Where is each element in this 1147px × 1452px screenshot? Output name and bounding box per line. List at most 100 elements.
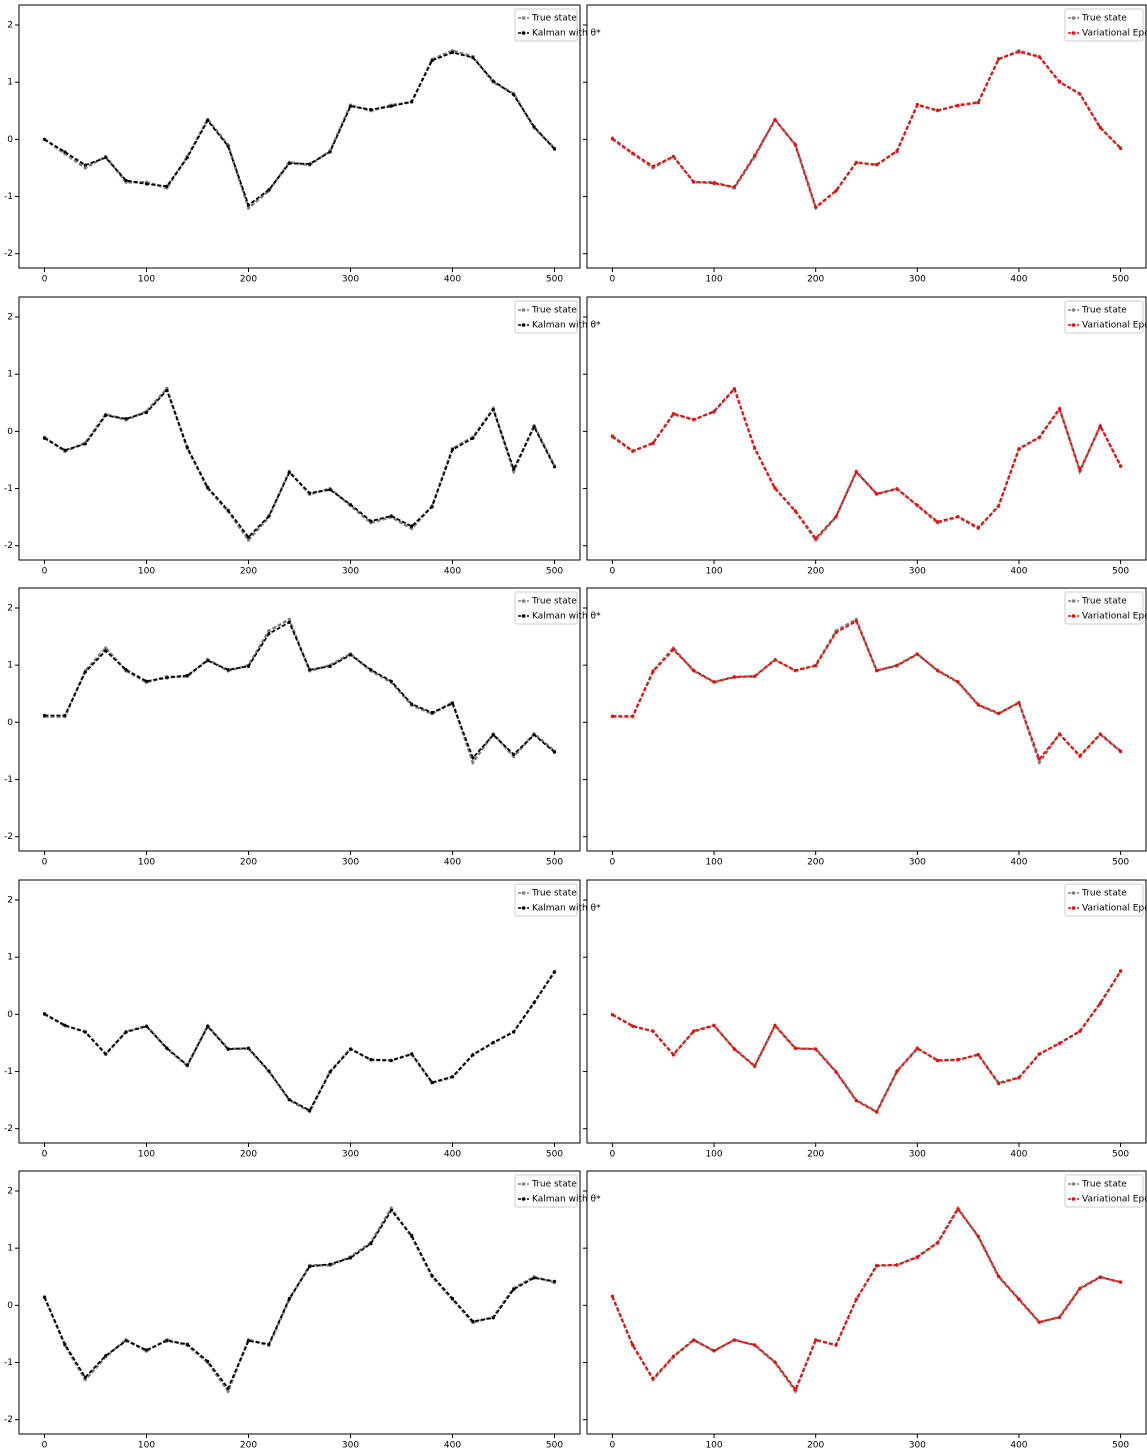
legend-label: Kalman with θ* — [532, 904, 601, 914]
axes-frame — [18, 1170, 581, 1435]
series-marker — [671, 648, 675, 652]
series-marker — [512, 469, 516, 473]
series-marker — [793, 509, 797, 513]
x-tick-label: 300 — [342, 858, 359, 868]
series-marker — [1037, 1320, 1041, 1324]
series-marker — [328, 150, 332, 154]
series-marker — [1078, 1287, 1082, 1291]
axes-frame — [586, 296, 1147, 561]
series-marker — [610, 1013, 615, 1017]
series-line — [44, 51, 556, 207]
x-tick-label: 100 — [138, 567, 155, 577]
legend-label: True state — [531, 306, 577, 316]
series-marker — [1118, 1280, 1123, 1284]
series-marker — [532, 1000, 536, 1004]
series-marker — [610, 714, 615, 718]
series-marker — [793, 1046, 797, 1050]
series-marker — [814, 1047, 818, 1051]
x-tick-label: 400 — [1010, 1150, 1027, 1160]
legend-box — [514, 883, 578, 917]
y-tick-label: -2 — [4, 832, 13, 842]
series-marker — [651, 1376, 655, 1381]
series-marker — [124, 417, 128, 421]
series-marker — [491, 1040, 495, 1044]
legend-box — [1064, 883, 1144, 917]
legend-label: True state — [531, 14, 577, 24]
series-marker — [144, 1024, 149, 1028]
series-marker — [267, 629, 271, 633]
x-tick-label: 300 — [909, 567, 926, 577]
series-marker — [512, 752, 516, 756]
series-marker — [1037, 760, 1041, 764]
series-marker — [936, 108, 940, 112]
series-marker — [206, 1024, 210, 1028]
series-marker — [631, 1024, 635, 1028]
legend-box — [1064, 300, 1144, 334]
series-marker — [83, 1378, 87, 1382]
series-marker — [610, 1294, 615, 1298]
x-tick-label: 0 — [42, 858, 48, 868]
series-marker — [814, 664, 818, 668]
series-marker — [732, 387, 736, 391]
legend-label: Kalman with θ* — [532, 1195, 601, 1205]
series-marker — [834, 1343, 838, 1347]
series-marker — [915, 1046, 919, 1050]
legend-marker — [521, 891, 526, 895]
series-marker — [875, 1264, 879, 1268]
series-marker — [165, 676, 169, 680]
legend-marker — [521, 1197, 526, 1201]
series-marker — [1017, 1076, 1021, 1080]
x-tick-label: 500 — [1112, 567, 1129, 577]
series-marker — [936, 1059, 940, 1063]
legend-marker — [521, 614, 526, 618]
series-marker — [631, 1343, 635, 1347]
series-marker — [165, 1046, 169, 1050]
legend-marker — [521, 599, 526, 603]
series-marker — [552, 465, 557, 469]
y-tick-label: -1 — [4, 192, 13, 202]
series-line — [44, 388, 556, 539]
series-marker — [552, 970, 557, 974]
series-marker — [712, 680, 716, 684]
series-marker — [671, 1053, 675, 1057]
series-marker — [267, 514, 271, 518]
series-marker — [895, 1069, 899, 1073]
y-tick-label: 0 — [7, 135, 13, 145]
legend-marker — [1071, 614, 1076, 618]
axes-frame — [586, 4, 1147, 269]
series-marker — [206, 1359, 210, 1363]
x-tick-label: 0 — [610, 1441, 616, 1451]
legend-marker — [1071, 16, 1076, 20]
legend-box — [1064, 591, 1144, 625]
y-tick-label: 2 — [7, 313, 13, 323]
series-marker — [732, 1047, 736, 1051]
x-tick-label: 500 — [546, 567, 563, 577]
series-marker — [226, 144, 230, 148]
legend-label: Kalman with θ* — [532, 612, 601, 622]
x-tick-label: 400 — [444, 1441, 461, 1451]
legend-label: Variational Epoch 170 — [1082, 321, 1147, 331]
y-tick-label: 1 — [7, 953, 13, 963]
series-marker — [793, 1387, 797, 1392]
x-tick-label: 500 — [1112, 1441, 1129, 1451]
x-tick-label: 400 — [444, 1150, 461, 1160]
series-marker — [1037, 757, 1041, 761]
series-line — [611, 1207, 1121, 1392]
series-line — [43, 970, 556, 1114]
series-marker — [389, 1208, 393, 1213]
legend-marker — [521, 906, 526, 910]
series-marker — [83, 1375, 87, 1379]
series-marker — [1058, 80, 1062, 84]
series-marker — [389, 1059, 393, 1063]
series-marker — [267, 1069, 271, 1073]
series-marker — [267, 188, 271, 192]
series-marker — [712, 410, 716, 414]
series-line — [612, 617, 1122, 766]
series-marker — [63, 150, 67, 154]
series-line — [44, 617, 556, 766]
series-marker — [42, 713, 47, 718]
series-marker — [875, 492, 879, 496]
series-marker — [532, 1276, 536, 1280]
x-tick-label: 0 — [42, 1441, 48, 1451]
x-tick-label: 200 — [240, 1441, 257, 1451]
